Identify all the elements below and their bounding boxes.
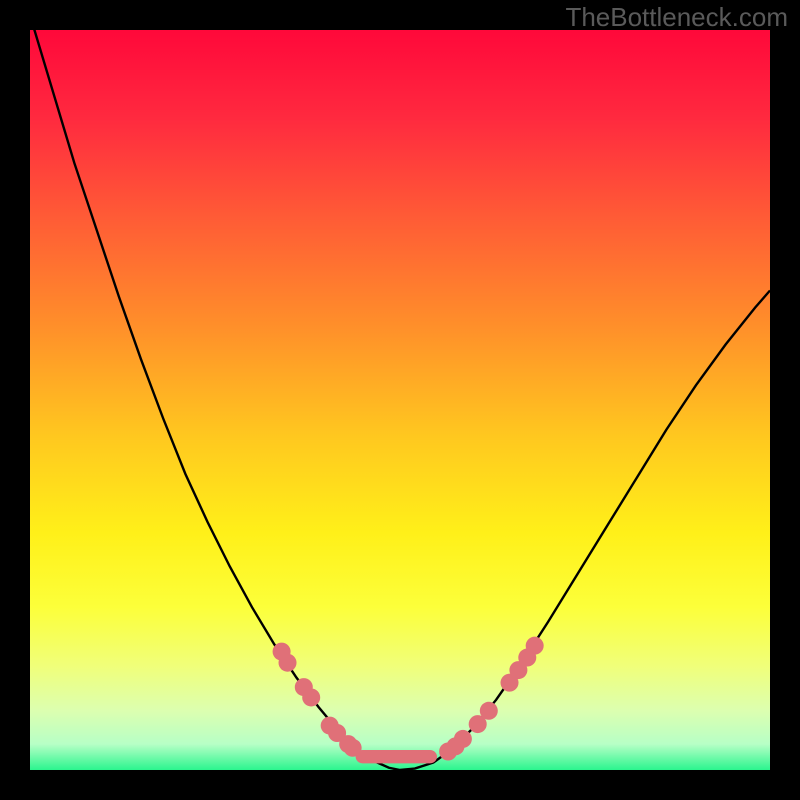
data-dot [302, 688, 320, 706]
plot-background [30, 30, 770, 770]
chart-svg [0, 0, 800, 800]
data-dot [454, 730, 472, 748]
chart-frame: TheBottleneck.com [0, 0, 800, 800]
optimum-bar [356, 750, 437, 763]
data-dot [279, 654, 297, 672]
data-dot [526, 637, 544, 655]
watermark-text: TheBottleneck.com [565, 2, 788, 33]
data-dot [480, 702, 498, 720]
